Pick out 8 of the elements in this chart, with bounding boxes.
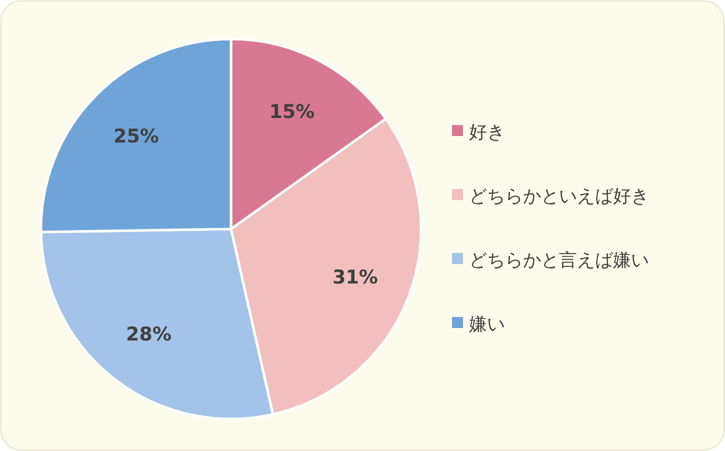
legend-label: 嫌い bbox=[469, 314, 505, 335]
data-label: 28% bbox=[126, 324, 172, 346]
legend-label: どちらかと言えば嫌い bbox=[469, 250, 649, 271]
legend-label: 好き bbox=[469, 122, 505, 143]
data-label: 25% bbox=[113, 126, 159, 148]
data-label: 31% bbox=[332, 266, 378, 288]
legend-label: どちらかといえば好き bbox=[469, 186, 649, 207]
data-label: 15% bbox=[269, 100, 315, 123]
